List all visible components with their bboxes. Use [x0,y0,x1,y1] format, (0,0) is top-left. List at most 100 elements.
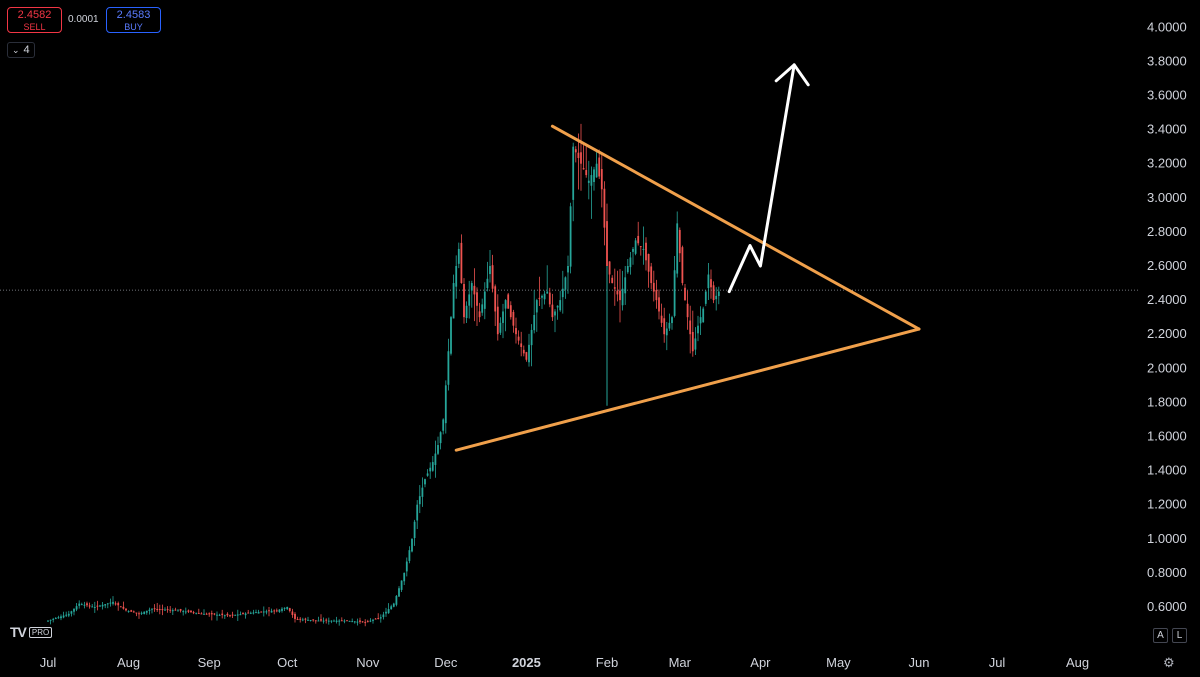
candle-body [387,609,390,614]
candle-body [509,305,512,318]
auto-scale-button[interactable]: A [1153,628,1168,643]
collapse-indicators-button[interactable]: ⌄ 4 [7,42,35,58]
candle-body [463,284,465,318]
candle-body [117,603,120,606]
candle-body [247,612,250,614]
candle-body [382,614,385,618]
candle-body [252,612,255,614]
candle-body [398,588,400,597]
candle-body [70,611,73,614]
candle-body [637,235,640,244]
candle-body [707,274,710,289]
candle-body [166,609,169,611]
candle-body [385,611,387,614]
candle-body [330,620,333,622]
candle-body [190,610,192,613]
candle-body [205,613,208,615]
sell-label: SELL [23,22,46,32]
sell-button[interactable]: 2.4582 SELL [7,7,62,33]
pro-badge: PRO [28,626,53,638]
candle-body [182,611,185,613]
candle-body [624,277,627,294]
sell-price: 2.4582 [17,9,52,21]
candle-body [174,609,177,611]
y-tick-label: 2.6000 [1147,258,1187,273]
candle-body [335,620,338,622]
candle-body [177,610,179,612]
candle-body [473,285,476,295]
candle-body [156,609,159,611]
candle-body [348,620,351,622]
candle-body [538,297,541,299]
candle-body [286,607,289,610]
spread-value: 0.0001 [68,14,99,25]
candle-body [613,287,616,289]
candle-body [257,611,260,614]
x-tick-label: Apr [750,655,771,670]
candle-body [561,288,564,298]
candle-body [197,612,200,614]
candle-body [634,240,637,254]
candle-body [468,294,471,306]
candle-body [530,329,533,346]
x-tick-label: May [826,655,851,670]
candle-body [559,300,562,311]
x-tick-label: 2025 [512,655,541,670]
y-tick-label: 1.6000 [1147,429,1187,444]
candle-body [236,614,239,616]
candle-body [512,311,515,326]
candle-body [203,613,205,615]
log-scale-button[interactable]: L [1172,628,1187,643]
buy-button[interactable]: 2.4583 BUY [106,7,161,33]
candle-body [663,318,666,335]
candle-body [535,300,538,313]
candle-body [585,170,588,176]
candle-body [359,620,361,622]
candle-body [109,602,112,604]
candle-body [678,229,681,254]
forecast-arrow [727,63,796,294]
candle-body [127,611,130,613]
x-tick-label: Jul [40,655,57,670]
candle-body [439,432,442,444]
candle-body [554,311,556,316]
candle-body [470,283,473,291]
candle-body [242,613,244,615]
candle-body [541,295,543,298]
candle-body [447,351,450,385]
candle-body [556,305,559,308]
candle-body [239,614,242,616]
candle-body [119,606,122,608]
candle-body [517,336,520,341]
candle-body [572,146,575,200]
x-tick-label: Dec [434,655,458,670]
candle-body [106,603,109,605]
logo-mark: TV [10,624,27,640]
gear-icon[interactable]: ⚙ [1163,655,1175,670]
candle-body [229,615,231,617]
candle-body [226,613,229,616]
candle-body [99,605,101,607]
candle-body [179,609,182,611]
candle-body [533,315,536,331]
candle-body [340,620,343,622]
candle-body [307,619,309,621]
candle-body [93,607,96,608]
candle-body [171,610,174,612]
candle-body [645,242,647,261]
candle-body [296,619,299,621]
triangle-upper-line [550,124,921,331]
candle-body [158,609,161,611]
candle-body [580,152,582,164]
candle-body [268,610,270,612]
indicator-count: 4 [23,44,30,56]
candle-body [88,605,91,607]
candle-body [465,305,468,319]
candle-body [125,608,127,611]
x-tick-label: Oct [277,655,298,670]
candle-body [372,619,374,621]
candle-body [374,618,377,620]
candle-body [587,180,590,183]
candle-body [262,611,265,613]
